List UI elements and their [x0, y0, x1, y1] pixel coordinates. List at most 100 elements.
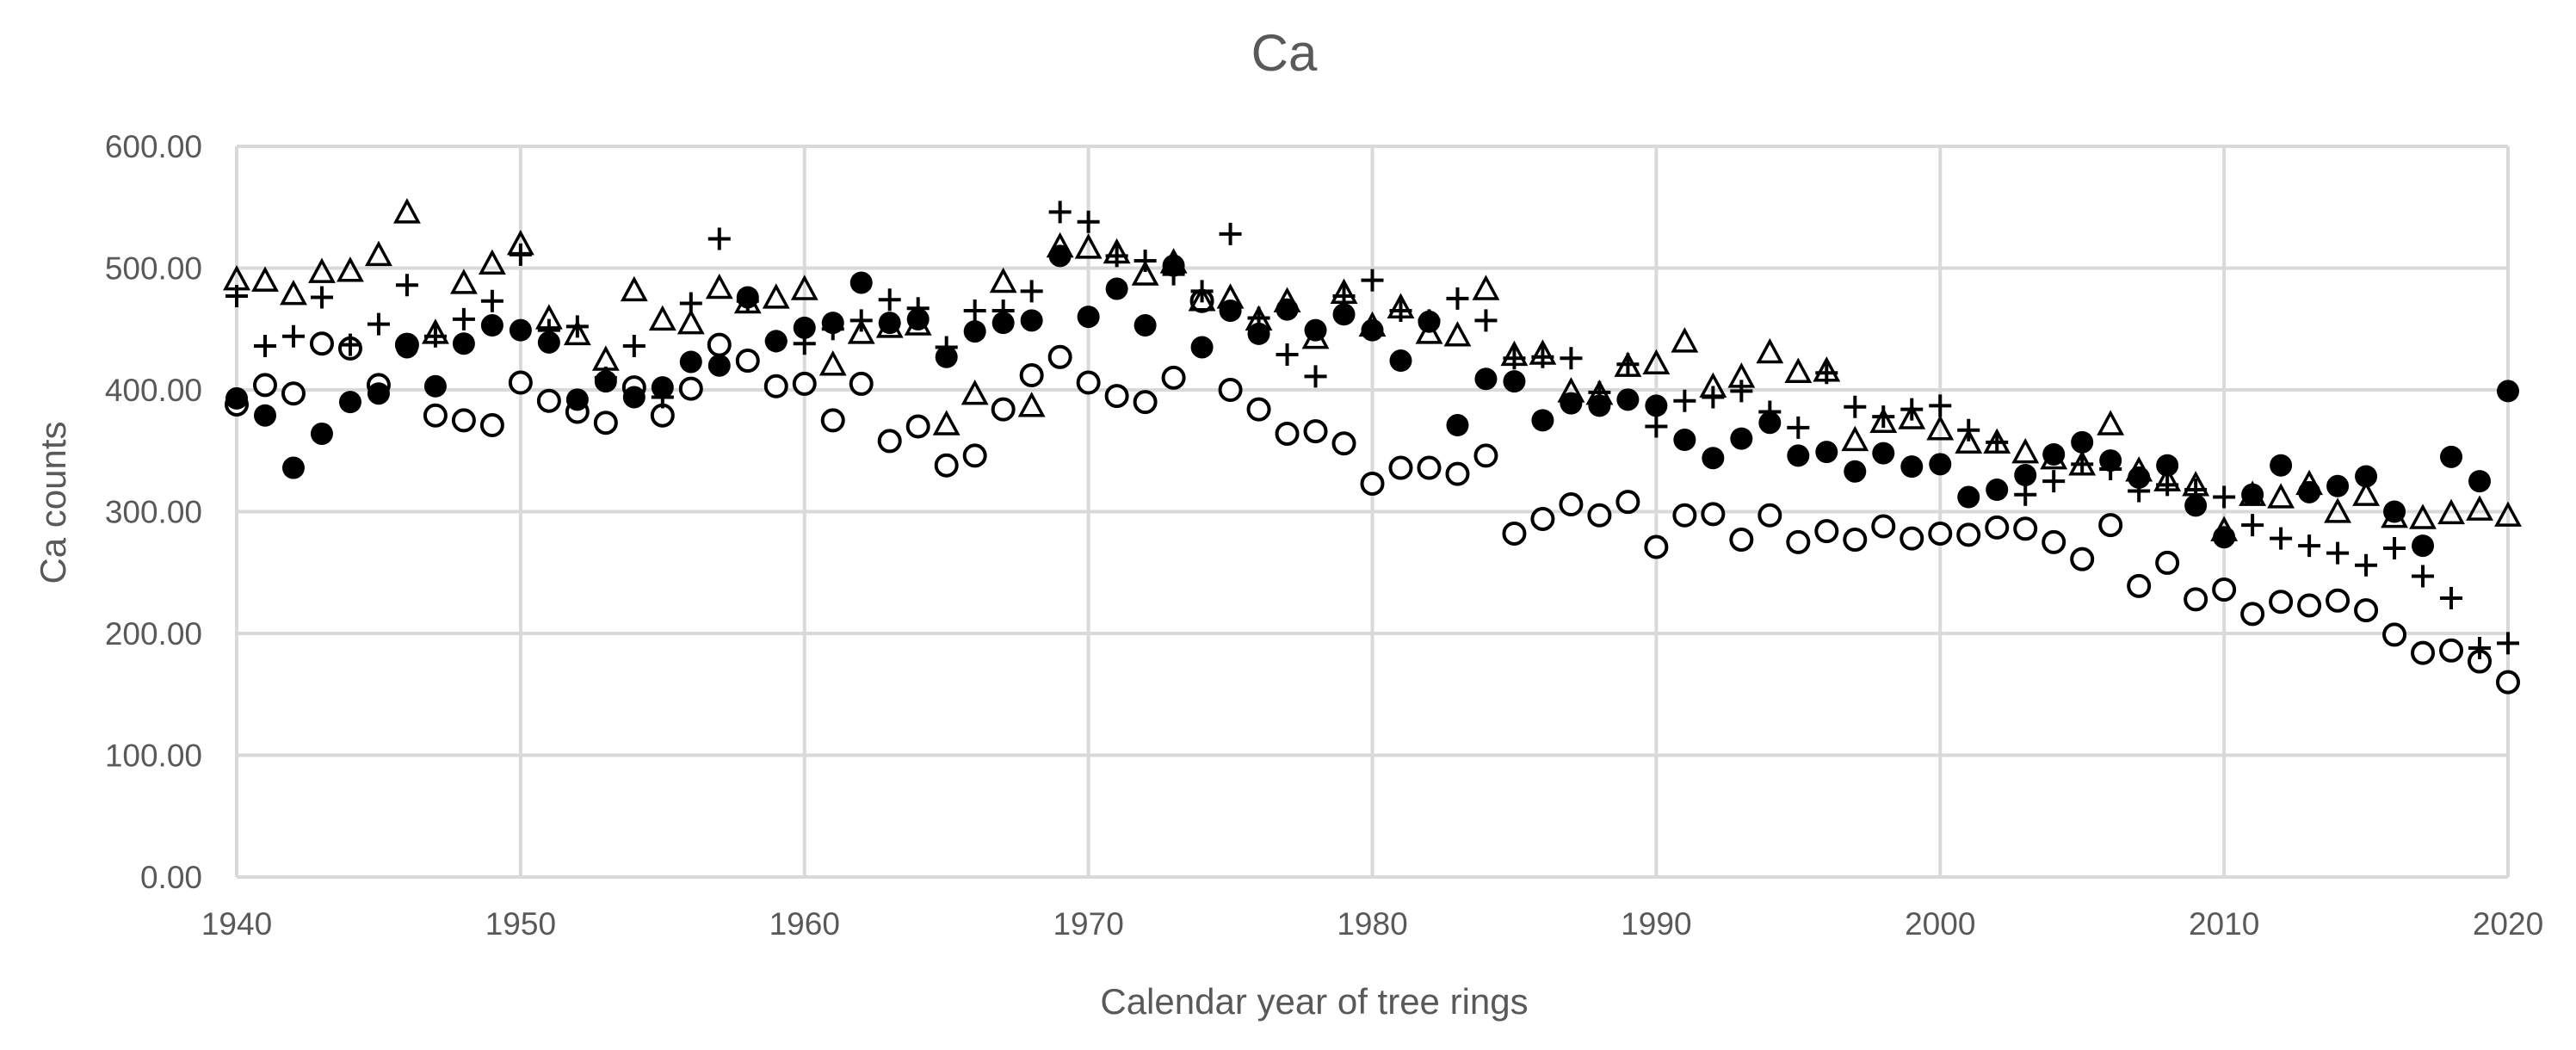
data-point-open-circle: [536, 388, 561, 413]
data-point-filled-circle: [310, 422, 333, 445]
data-point-cross: [2156, 473, 2179, 497]
data-point-filled-circle: [821, 312, 844, 335]
data-point-cross: [253, 335, 276, 358]
data-point-open-circle: [905, 414, 930, 439]
data-point-cross: [1560, 347, 1583, 370]
data-point-triangle: [280, 279, 307, 306]
data-point-open-circle: [1417, 455, 1442, 480]
data-point-triangle: [1841, 425, 1869, 452]
data-point-filled-circle: [2014, 464, 2037, 487]
data-point-triangle: [1955, 428, 1983, 454]
data-point-open-circle: [2439, 638, 2464, 663]
data-point-filled-circle: [1588, 394, 1611, 417]
data-point-open-circle: [2411, 640, 2436, 665]
data-point-open-circle: [2496, 670, 2520, 695]
data-point-triangle: [790, 275, 819, 300]
data-point-filled-circle: [1758, 411, 1782, 435]
data-point-triangle: [648, 305, 676, 331]
data-point-cross: [1787, 416, 1810, 439]
data-point-triangle: [1642, 349, 1671, 375]
data-point-cross: [367, 312, 390, 336]
data-point-triangle: [364, 240, 392, 267]
data-point-filled-circle: [1673, 429, 1696, 452]
data-point-triangle: [2494, 501, 2522, 527]
data-point-open-circle: [1047, 344, 1072, 369]
data-point-open-circle: [1530, 506, 1555, 531]
data-point-cross: [2298, 534, 2321, 558]
data-point-filled-circle: [707, 354, 731, 377]
data-point-cross: [2071, 453, 2094, 476]
data-point-cross: [1276, 343, 1299, 366]
data-point-filled-circle: [2412, 534, 2435, 558]
data-point-filled-circle: [1730, 427, 1753, 450]
data-point-cross: [509, 243, 532, 266]
data-point-triangle: [705, 273, 733, 300]
data-point-open-circle: [1871, 514, 1896, 539]
data-point-open-circle: [1900, 526, 1924, 551]
data-point-cross: [1929, 394, 1952, 417]
data-point-filled-circle: [1474, 368, 1498, 391]
data-point-cross: [452, 307, 475, 330]
data-point-filled-circle: [1787, 444, 1810, 467]
data-point-open-circle: [593, 411, 618, 435]
data-point-triangle: [2352, 480, 2381, 506]
data-points: [223, 198, 2522, 695]
data-point-open-circle: [1275, 421, 1300, 446]
data-point-filled-circle: [1219, 300, 1242, 323]
data-point-filled-circle: [1304, 318, 1327, 342]
data-point-open-circle: [1303, 419, 1328, 444]
data-point-open-circle: [678, 376, 703, 401]
data-point-filled-circle: [253, 404, 276, 427]
data-point-cross: [2042, 470, 2066, 493]
data-point-cross: [1304, 365, 1327, 388]
data-point-open-circle: [451, 408, 476, 433]
data-point-filled-circle: [1986, 479, 2009, 502]
data-point-open-circle: [2127, 573, 2152, 598]
data-point-open-circle: [1161, 365, 1186, 390]
data-point-cross: [2241, 514, 2264, 537]
data-point-filled-circle: [2326, 474, 2350, 497]
data-point-cross: [2014, 483, 2037, 506]
data-point-cross: [2468, 636, 2492, 659]
data-point-filled-circle: [338, 391, 361, 414]
data-point-open-circle: [1701, 502, 1726, 527]
y-axis-label: Ca counts: [33, 421, 73, 584]
data-point-cross: [2497, 632, 2519, 655]
data-point-open-circle: [2042, 529, 2066, 554]
data-point-triangle: [1926, 415, 1955, 441]
data-point-open-circle: [1843, 528, 1868, 553]
data-point-filled-circle: [1134, 314, 1157, 337]
data-point-open-circle: [2212, 578, 2237, 602]
data-point-filled-circle: [1332, 303, 1356, 326]
data-point-open-circle: [1019, 363, 1044, 388]
data-point-triangle: [989, 267, 1017, 293]
data-point-open-circle: [1331, 431, 1356, 456]
data-point-open-circle: [2382, 622, 2407, 647]
data-point-filled-circle: [2355, 465, 2378, 488]
data-point-filled-circle: [1276, 298, 1299, 321]
data-point-open-circle: [849, 371, 874, 396]
x-tick-label: 1960: [769, 906, 840, 942]
data-point-filled-circle: [1616, 388, 1640, 411]
data-point-triangle: [2324, 497, 2352, 523]
x-tick-labels: 1940 1950 1960 1970 1980 1990 2000 2010 2020: [201, 906, 2543, 942]
data-point-open-circle: [2098, 513, 2123, 538]
data-point-triangle: [2011, 437, 2040, 464]
data-point-filled-circle: [2184, 494, 2208, 517]
data-point-cross: [310, 286, 333, 309]
data-point-filled-circle: [594, 370, 617, 393]
data-point-filled-circle: [935, 345, 958, 368]
data-point-cross: [1986, 430, 2009, 454]
data-point-triangle: [1472, 275, 1500, 300]
data-point-open-circle: [877, 429, 902, 454]
data-point-triangle: [1784, 357, 1813, 383]
data-point-open-circle: [1388, 455, 1413, 480]
data-point-filled-circle: [423, 374, 447, 398]
data-point-filled-circle: [651, 376, 674, 399]
data-point-filled-circle: [537, 330, 560, 354]
y-tick-label: 600.00: [105, 129, 202, 164]
data-point-filled-circle: [1900, 455, 1924, 479]
data-point-open-circle: [252, 373, 277, 398]
data-point-cross: [1105, 244, 1128, 268]
